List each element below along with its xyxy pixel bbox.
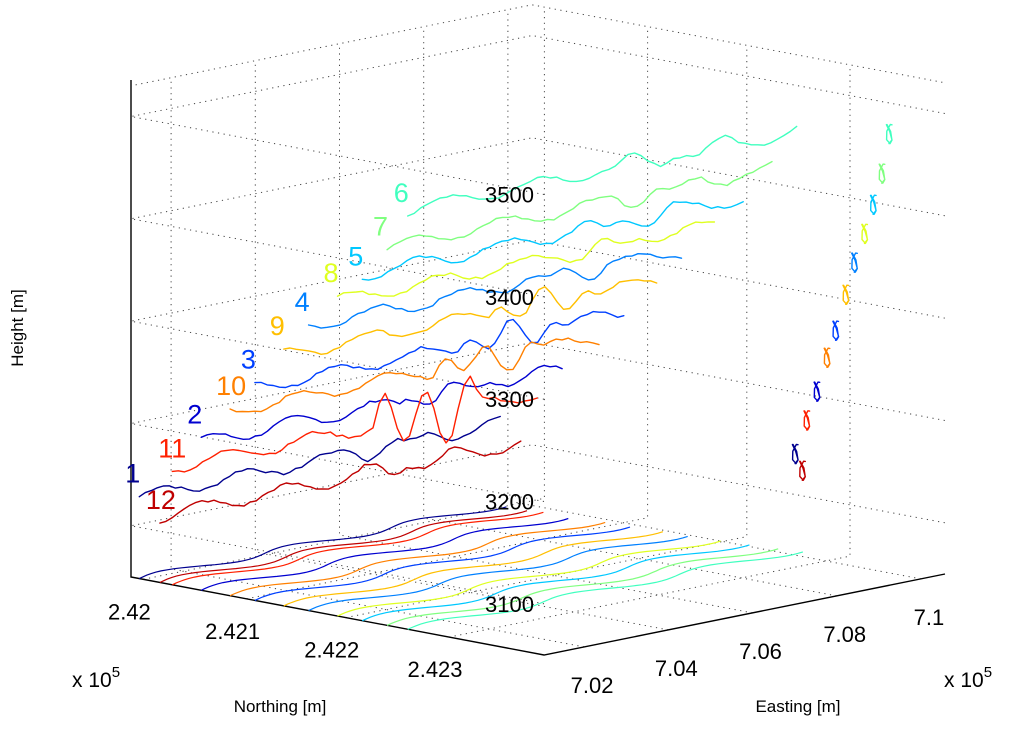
x-tick-label: 7.1 <box>914 605 945 630</box>
y-tick-label: 2.422 <box>304 638 359 663</box>
x-exponent: x 105 <box>944 664 992 692</box>
track-line <box>283 279 658 355</box>
track-label: 9 <box>270 311 285 341</box>
track-projection <box>139 506 507 580</box>
track-line <box>254 310 625 389</box>
track-line <box>307 252 683 329</box>
tick-labels: 3100 3200 3300 3400 3500 7.02 7.04 7.06 7.08 7.1 2… <box>108 183 944 698</box>
x-tick-label: 7.02 <box>571 673 614 698</box>
x-tick-label: 7.06 <box>739 639 782 664</box>
floor-projections <box>139 506 804 630</box>
track-projection <box>229 521 606 597</box>
track-label: 5 <box>348 241 363 271</box>
z-tick-label: 3100 <box>485 592 534 617</box>
y-tick-label: 2.421 <box>205 619 260 644</box>
track-label: 2 <box>187 399 202 429</box>
tracks <box>138 123 893 524</box>
track-end-mark <box>861 223 869 245</box>
track-projection <box>362 544 750 622</box>
grid-line-northing <box>246 26 649 600</box>
track-end-mark <box>885 123 893 145</box>
grid-line-easting <box>339 43 753 614</box>
track-line <box>386 160 773 251</box>
track-end-mark <box>878 163 886 184</box>
track-label: 8 <box>324 258 339 288</box>
track-end-mark <box>791 443 799 465</box>
y-tick-label: 2.42 <box>108 599 151 624</box>
x-tick-label: 7.08 <box>823 622 866 647</box>
x-axis-label: Easting [m] <box>755 697 840 716</box>
track-label: 10 <box>216 371 246 401</box>
track-label: 1 <box>125 459 140 489</box>
z-tick-label: 3400 <box>485 285 534 310</box>
track-end-mark <box>869 194 877 216</box>
track-end-mark <box>823 347 831 368</box>
grid-line-easting <box>507 9 921 580</box>
grid-line-easting <box>170 77 585 648</box>
y-axis-label: Northing [m] <box>234 697 327 716</box>
track-line <box>229 337 600 413</box>
track-label: 6 <box>394 178 409 208</box>
z-axis-label: Height [m] <box>8 289 27 366</box>
grid-line-northing <box>143 7 545 580</box>
track-projection <box>200 517 569 591</box>
z-tick-label: 3300 <box>485 387 534 412</box>
z-tick-label: 3500 <box>485 183 534 208</box>
track-line <box>159 440 522 524</box>
track-end-mark <box>813 381 821 402</box>
track-label: 7 <box>373 212 388 242</box>
track-label: 4 <box>295 287 310 317</box>
y-exponent: x 105 <box>72 664 120 692</box>
track-end-mark <box>803 410 811 431</box>
grid-line-easting <box>423 26 837 597</box>
grid-line-easting <box>254 60 669 631</box>
track-end-mark <box>851 252 858 273</box>
track-line <box>171 375 538 473</box>
track-end-mark <box>799 460 806 481</box>
track-end-mark <box>832 320 840 341</box>
grid-line-height <box>130 137 946 298</box>
track-label: 12 <box>146 485 176 515</box>
track-projection <box>337 540 721 617</box>
track-projection <box>308 535 688 612</box>
y-tick-label: 2.423 <box>407 657 462 682</box>
track-line <box>407 125 798 217</box>
track-line <box>361 200 744 281</box>
grid-line-height <box>130 239 946 400</box>
grid-line-height <box>130 34 946 195</box>
track-projection <box>283 531 664 607</box>
z-tick-label: 3200 <box>485 490 534 515</box>
track-line <box>138 415 501 498</box>
track-projection <box>159 510 528 584</box>
track-end-mark <box>842 284 850 305</box>
track-projection <box>407 551 804 630</box>
x-tick-label: 7.04 <box>655 656 698 681</box>
track-projection <box>172 511 544 586</box>
track-projection <box>386 548 779 626</box>
track-label: 11 <box>158 433 186 463</box>
track-projection <box>254 526 631 601</box>
track-line <box>336 221 716 297</box>
track-label: 3 <box>241 345 256 375</box>
grid <box>130 4 946 648</box>
